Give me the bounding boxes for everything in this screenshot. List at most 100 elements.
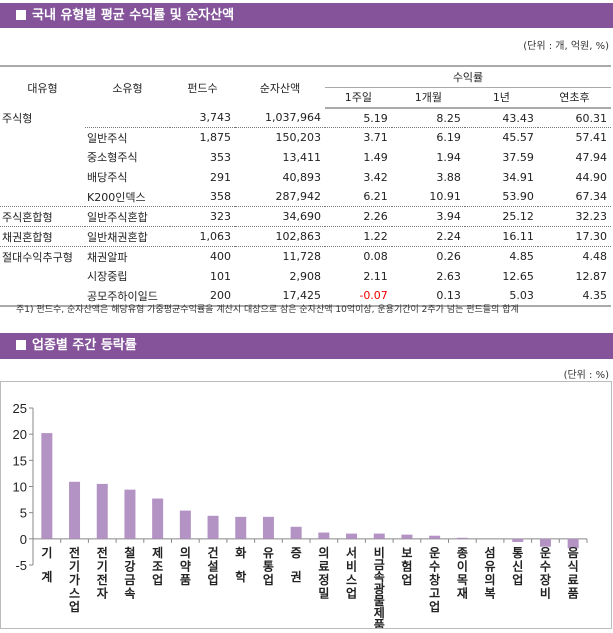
table-cell: 일반주식혼합 bbox=[85, 206, 170, 228]
table-cell: 1.22 bbox=[325, 226, 392, 248]
table-cell: 16.11 bbox=[464, 226, 538, 248]
table-cell: 2.26 bbox=[325, 206, 392, 228]
table-cell: 12.87 bbox=[575, 269, 608, 283]
table-cell: 채권혼합형 bbox=[0, 226, 85, 248]
table-cell: 3.94 bbox=[391, 206, 465, 228]
col-ytd: 연초후 bbox=[537, 86, 611, 109]
table-row: 배당주식 291 40,893 3.42 3.88 34.91 44.90 bbox=[0, 167, 611, 187]
bar bbox=[41, 433, 53, 539]
table-cell: 중소형주식 bbox=[87, 151, 138, 165]
sector-chart: 25 20 15 10 5 0 -5 기 계 전 기 가 스 업 전 기 전 자 철 강 금 속 제 조 업 의 약 품 건 설 업 화 학 유 통… bbox=[0, 381, 612, 632]
table-cell: 32.23 bbox=[537, 206, 611, 228]
bar bbox=[207, 515, 219, 539]
bar bbox=[96, 483, 108, 539]
table-cell: 1,037,964 bbox=[235, 108, 325, 129]
table-cell: 291 bbox=[210, 170, 231, 184]
table-cell: 45.57 bbox=[502, 131, 534, 145]
table-cell: 37.59 bbox=[502, 150, 534, 164]
table-cell: 323 bbox=[170, 206, 235, 228]
table-cell: 13,411 bbox=[282, 150, 322, 164]
table-cell: 절대수익추구형 bbox=[2, 250, 73, 264]
table-cell: 0.26 bbox=[436, 250, 461, 264]
table-cell: 1,063 bbox=[170, 226, 235, 248]
section-header-fund-returns: 국내 유형별 평균 수익률 및 순자산액 bbox=[0, 3, 613, 28]
table-cell: 1.49 bbox=[363, 150, 388, 164]
table-cell: 34,690 bbox=[235, 206, 325, 228]
bar bbox=[262, 516, 274, 539]
table-cell bbox=[0, 167, 85, 187]
table-cell: 40,893 bbox=[282, 170, 322, 184]
table-cell: 3.88 bbox=[436, 170, 461, 184]
bar bbox=[124, 489, 136, 539]
table-cell: 43.43 bbox=[464, 108, 538, 129]
table-cell: 2.63 bbox=[436, 269, 461, 283]
table-cell: 채권알파 bbox=[87, 250, 128, 264]
square-icon bbox=[16, 340, 26, 350]
table-cell bbox=[0, 266, 85, 286]
table-cell: 353 bbox=[210, 150, 231, 164]
table-cell: -0.07 bbox=[325, 286, 392, 307]
table-cell: 11,728 bbox=[282, 250, 322, 264]
table-cell: 5.19 bbox=[325, 108, 392, 129]
table-cell: 일반채권혼합 bbox=[85, 226, 170, 248]
bar bbox=[373, 533, 385, 539]
square-icon bbox=[16, 10, 26, 20]
fund-returns-table: 대유형 소유형 펀드수 순자산액 수익률 1주일 1개월 1년 연초후 주식형 3,743 1,0… bbox=[0, 65, 611, 307]
table-cell: 주식혼합형 bbox=[0, 206, 85, 228]
table-cell: 47.94 bbox=[575, 150, 608, 164]
bar bbox=[429, 535, 441, 539]
table-cell: 400 bbox=[210, 250, 231, 264]
bar bbox=[401, 534, 413, 539]
table-cell: 25.12 bbox=[464, 206, 538, 228]
table-row: 주식혼합형 일반주식혼합 323 34,690 2.26 3.94 25.12 32.23 bbox=[0, 206, 611, 228]
table-cell: 3.42 bbox=[363, 170, 388, 184]
table-cell bbox=[0, 286, 85, 307]
table-cell bbox=[0, 187, 85, 208]
table-cell: 6.21 bbox=[325, 187, 392, 208]
y-tick-label: 20 bbox=[13, 427, 27, 442]
table-cell: 34.91 bbox=[502, 170, 534, 184]
bar bbox=[567, 538, 579, 549]
table-cell: 10.91 bbox=[391, 187, 465, 208]
bar bbox=[456, 537, 468, 539]
y-tick-label: -5 bbox=[15, 558, 27, 573]
table-cell: 57.41 bbox=[575, 131, 608, 145]
table-cell: 주식형 bbox=[2, 111, 33, 125]
table-cell bbox=[85, 108, 170, 129]
bar bbox=[346, 533, 358, 539]
table-cell bbox=[0, 128, 85, 148]
y-tick-label: 0 bbox=[20, 532, 27, 547]
bar bbox=[318, 532, 330, 539]
table-cell: 4.85 bbox=[509, 250, 534, 264]
table-cell: 12.65 bbox=[502, 269, 534, 283]
y-tick-label: 10 bbox=[13, 480, 27, 495]
table-cell: 17.30 bbox=[537, 226, 611, 248]
col-1y: 1년 bbox=[464, 86, 538, 109]
table-cell: 200 bbox=[170, 286, 235, 307]
col-1m: 1개월 bbox=[391, 86, 465, 109]
unit-label: (단위 : 개, 억원, %) bbox=[523, 41, 609, 52]
table-cell: 53.90 bbox=[464, 187, 538, 208]
table-cell: 60.31 bbox=[537, 108, 611, 129]
bar bbox=[290, 526, 302, 539]
table-cell: 3.71 bbox=[363, 131, 388, 145]
col-assets: 순자산액 bbox=[259, 81, 301, 95]
unit-label: (단위 : %) bbox=[563, 370, 609, 381]
table-cell: 358 bbox=[170, 187, 235, 208]
table-row: 채권혼합형 일반채권혼합 1,063 102,863 1.22 2.24 16.11 17.3… bbox=[0, 226, 611, 248]
